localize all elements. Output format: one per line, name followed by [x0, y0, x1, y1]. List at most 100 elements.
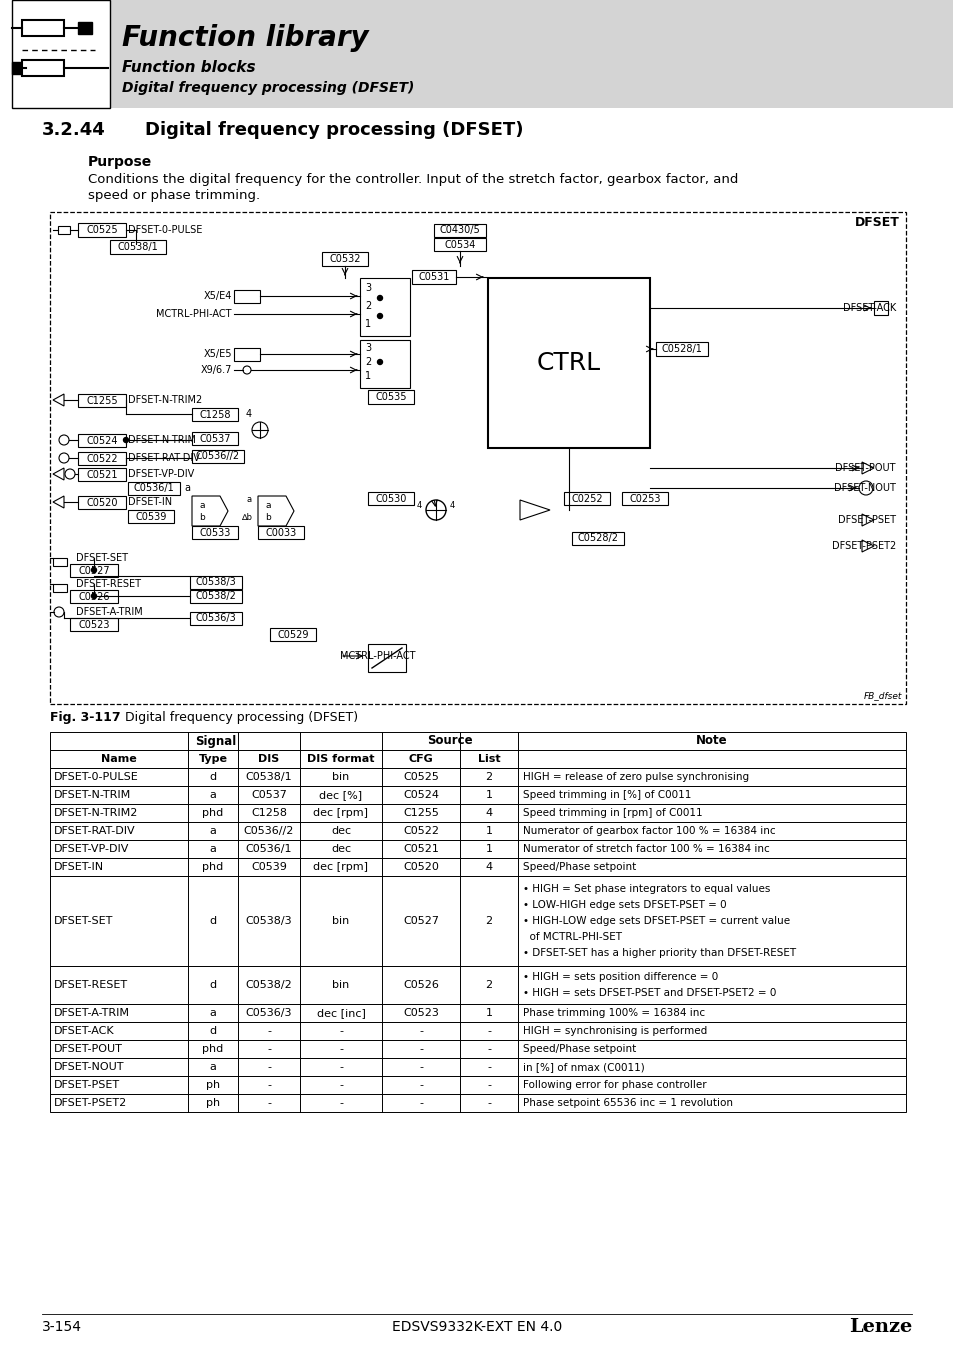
- Text: • HIGH = sets position difference = 0: • HIGH = sets position difference = 0: [522, 972, 718, 981]
- Text: Speed trimming in [%] of C0011: Speed trimming in [%] of C0011: [522, 790, 691, 801]
- Bar: [50, 805, 905, 822]
- Text: C1255: C1255: [402, 809, 438, 818]
- Bar: [78, 394, 126, 406]
- Text: C0536/3: C0536/3: [246, 1008, 292, 1018]
- Text: C0524: C0524: [402, 790, 438, 801]
- Text: C0532: C0532: [329, 254, 360, 265]
- Text: C1255: C1255: [86, 396, 117, 405]
- Text: DFSET-PSET2: DFSET-PSET2: [831, 541, 895, 551]
- Text: C0522: C0522: [86, 454, 117, 463]
- Text: Numerator of gearbox factor 100 % = 16384 inc: Numerator of gearbox factor 100 % = 1638…: [522, 826, 775, 836]
- Circle shape: [377, 359, 382, 364]
- Text: 2: 2: [364, 301, 371, 310]
- Bar: [572, 532, 623, 545]
- Polygon shape: [53, 394, 64, 406]
- Polygon shape: [519, 500, 550, 520]
- Bar: [488, 278, 649, 448]
- Text: dec [rpm]: dec [rpm]: [314, 809, 368, 818]
- Bar: [368, 644, 406, 672]
- Text: -: -: [338, 1098, 343, 1108]
- Text: C0521: C0521: [86, 470, 117, 479]
- Text: C0539: C0539: [251, 863, 287, 872]
- Bar: [78, 452, 126, 464]
- Text: phd: phd: [202, 809, 223, 818]
- Text: Following error for phase controller: Following error for phase controller: [522, 1080, 706, 1089]
- Text: Name: Name: [101, 755, 136, 764]
- Bar: [192, 408, 237, 421]
- Text: C0528/2: C0528/2: [577, 533, 618, 544]
- Text: DFSET-0-PULSE: DFSET-0-PULSE: [54, 772, 138, 782]
- Bar: [78, 223, 126, 238]
- Text: 2: 2: [364, 356, 371, 367]
- Text: a: a: [199, 501, 205, 510]
- Text: DIS: DIS: [258, 755, 279, 764]
- Bar: [50, 1022, 905, 1040]
- Text: C0536/1: C0536/1: [246, 844, 292, 855]
- Text: C0521: C0521: [402, 844, 438, 855]
- Circle shape: [123, 437, 129, 443]
- Text: HIGH = release of zero pulse synchronising: HIGH = release of zero pulse synchronisi…: [522, 772, 748, 782]
- Text: a: a: [210, 844, 216, 855]
- Text: a: a: [210, 1008, 216, 1018]
- Text: DFSET-RESET: DFSET-RESET: [76, 579, 141, 589]
- Text: Function blocks: Function blocks: [122, 61, 255, 76]
- Text: EDSVS9332K-EXT EN 4.0: EDSVS9332K-EXT EN 4.0: [392, 1320, 561, 1334]
- Text: C0539: C0539: [135, 512, 167, 521]
- Text: C0535: C0535: [375, 392, 406, 402]
- Text: DFSET-NOUT: DFSET-NOUT: [54, 1062, 125, 1072]
- Text: Conditions the digital frequency for the controller. Input of the stretch factor: Conditions the digital frequency for the…: [88, 174, 738, 186]
- Text: DFSET-IN: DFSET-IN: [54, 863, 104, 872]
- Bar: [70, 618, 118, 630]
- Text: of MCTRL-PHI-SET: of MCTRL-PHI-SET: [522, 931, 621, 942]
- Text: C1258: C1258: [199, 409, 231, 420]
- Text: Speed/Phase setpoint: Speed/Phase setpoint: [522, 1044, 636, 1054]
- Text: List: List: [477, 755, 499, 764]
- Text: dec [%]: dec [%]: [319, 790, 362, 801]
- Text: • HIGH-LOW edge sets DFSET-PSET = current value: • HIGH-LOW edge sets DFSET-PSET = curren…: [522, 917, 789, 926]
- Bar: [192, 432, 237, 446]
- Bar: [50, 859, 905, 876]
- Bar: [78, 495, 126, 509]
- Text: speed or phase trimming.: speed or phase trimming.: [88, 189, 260, 202]
- Bar: [873, 301, 887, 315]
- Text: C0252: C0252: [571, 494, 602, 504]
- Text: in [%] of nmax (C0011): in [%] of nmax (C0011): [522, 1062, 644, 1072]
- Text: C0033: C0033: [265, 528, 296, 537]
- Text: Note: Note: [696, 734, 727, 748]
- Circle shape: [54, 608, 64, 617]
- Text: DFSET-N-TRIM: DFSET-N-TRIM: [128, 435, 195, 446]
- Text: ph: ph: [206, 1080, 220, 1089]
- Text: -: -: [486, 1062, 491, 1072]
- Text: -: -: [267, 1062, 271, 1072]
- Text: C0538/2: C0538/2: [195, 591, 236, 602]
- Text: DFSET-PSET: DFSET-PSET: [837, 514, 895, 525]
- Bar: [368, 491, 414, 505]
- Bar: [50, 840, 905, 859]
- Text: 4: 4: [485, 809, 492, 818]
- Bar: [50, 212, 905, 703]
- Text: DFSET-N-TRIM2: DFSET-N-TRIM2: [54, 809, 138, 818]
- Bar: [359, 278, 410, 336]
- Text: FB_dfset: FB_dfset: [862, 691, 901, 701]
- Text: DFSET-PSET2: DFSET-PSET2: [54, 1098, 127, 1108]
- Text: C0526: C0526: [402, 980, 438, 990]
- Text: Numerator of stretch factor 100 % = 16384 inc: Numerator of stretch factor 100 % = 1638…: [522, 844, 769, 855]
- Bar: [50, 822, 905, 840]
- Bar: [50, 1094, 905, 1112]
- Circle shape: [91, 594, 96, 598]
- Bar: [50, 732, 905, 751]
- Text: CTRL: CTRL: [537, 351, 600, 375]
- Bar: [656, 342, 707, 356]
- Bar: [110, 240, 166, 254]
- Text: C0534: C0534: [444, 239, 476, 250]
- Text: DFSET-A-TRIM: DFSET-A-TRIM: [54, 1008, 130, 1018]
- Text: 3.2.44: 3.2.44: [42, 122, 106, 139]
- Text: DFSET-SET: DFSET-SET: [54, 917, 113, 926]
- Text: Digital frequency processing (DFSET): Digital frequency processing (DFSET): [125, 711, 357, 725]
- Circle shape: [243, 366, 251, 374]
- Text: DFSET-A-TRIM: DFSET-A-TRIM: [76, 608, 143, 617]
- Text: Purpose: Purpose: [88, 155, 152, 169]
- Text: dec [inc]: dec [inc]: [316, 1008, 365, 1018]
- Bar: [50, 751, 905, 768]
- Text: DFSET: DFSET: [854, 216, 899, 230]
